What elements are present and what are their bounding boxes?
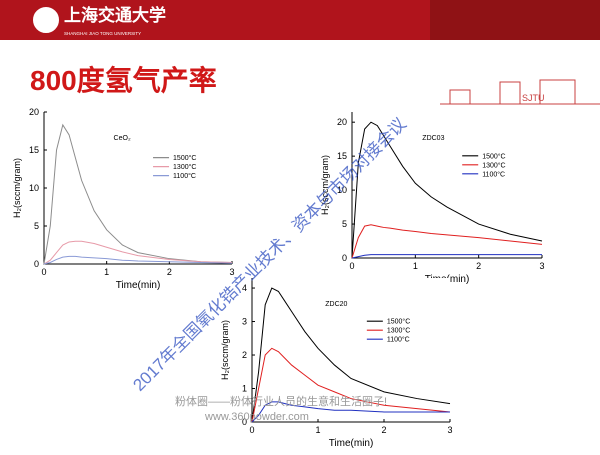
y-tick-label: 0 bbox=[242, 417, 247, 427]
x-tick-label: 3 bbox=[447, 425, 452, 435]
series-line bbox=[251, 347, 451, 423]
annotation: ZDC03 bbox=[422, 135, 444, 142]
y-tick-label: 0 bbox=[342, 253, 347, 263]
legend-label: 1500°C bbox=[482, 152, 505, 160]
annotation: ZDC20 bbox=[325, 301, 347, 308]
y-axis-label: H₂(sccm/gram) bbox=[320, 155, 330, 215]
series-line bbox=[43, 240, 233, 265]
x-tick-label: 0 bbox=[349, 261, 354, 271]
y-tick-label: 4 bbox=[242, 283, 247, 293]
legend-label: 1300°C bbox=[482, 161, 505, 169]
x-tick-label: 2 bbox=[476, 261, 481, 271]
logo bbox=[31, 5, 61, 35]
y-tick-label: 0 bbox=[34, 259, 39, 269]
y-tick-label: 15 bbox=[337, 151, 347, 161]
logo-text: SJTU bbox=[522, 93, 545, 103]
series-line bbox=[251, 401, 450, 423]
y-tick-label: 5 bbox=[34, 221, 39, 231]
x-axis-label: Time(min) bbox=[329, 438, 374, 449]
series-line bbox=[351, 121, 543, 259]
y-tick-label: 20 bbox=[337, 117, 347, 127]
annotation: CeO₂ bbox=[114, 135, 131, 142]
y-tick-label: 10 bbox=[29, 183, 39, 193]
series-line bbox=[43, 123, 233, 265]
x-axis-label: Time(min) bbox=[116, 280, 161, 291]
x-tick-label: 2 bbox=[167, 267, 172, 277]
y-tick-label: 3 bbox=[242, 317, 247, 327]
university-name: 上海交通大学 bbox=[64, 5, 166, 25]
x-tick-label: 0 bbox=[41, 267, 46, 277]
legend-label: 1500°C bbox=[387, 318, 410, 326]
building-sketch bbox=[440, 79, 600, 105]
y-axis-label: H₂(sccm/gram) bbox=[220, 320, 230, 380]
y-tick-label: 2 bbox=[242, 350, 247, 360]
series-line bbox=[351, 224, 543, 259]
legend-label: 1100°C bbox=[173, 172, 196, 180]
y-tick-label: 1 bbox=[242, 384, 247, 394]
website: www.360powder.com bbox=[204, 411, 309, 423]
legend-label: 1500°C bbox=[173, 154, 196, 162]
header-decoration bbox=[430, 0, 600, 40]
y-tick-label: 5 bbox=[342, 219, 347, 229]
x-tick-label: 3 bbox=[229, 267, 234, 277]
x-tick-label: 0 bbox=[249, 425, 254, 435]
y-tick-label: 15 bbox=[29, 145, 39, 155]
series-line bbox=[43, 255, 233, 265]
y-axis-label: H₂(sccm/gram) bbox=[12, 158, 22, 218]
plot-area bbox=[44, 112, 232, 264]
x-tick-label: 2 bbox=[381, 425, 386, 435]
y-tick-label: 20 bbox=[29, 107, 39, 117]
university-name-en: SHANGHAI JIAO TONG UNIVERSITY bbox=[64, 31, 141, 36]
series-line bbox=[251, 287, 451, 423]
legend-label: 1100°C bbox=[387, 336, 410, 344]
x-tick-label: 3 bbox=[539, 261, 544, 271]
legend-label: 1300°C bbox=[387, 327, 410, 335]
slide-title: 800度氢气产率 bbox=[30, 64, 217, 96]
x-tick-label: 1 bbox=[413, 261, 418, 271]
x-tick-label: 1 bbox=[315, 425, 320, 435]
legend-label: 1300°C bbox=[173, 163, 196, 171]
x-tick-label: 1 bbox=[104, 267, 109, 277]
y-tick-label: 10 bbox=[337, 185, 347, 195]
footer-text: 粉体圈——粉体行业人员的生意和生活圈子! bbox=[175, 394, 387, 408]
legend-label: 1100°C bbox=[482, 170, 505, 178]
series-line bbox=[351, 254, 542, 259]
